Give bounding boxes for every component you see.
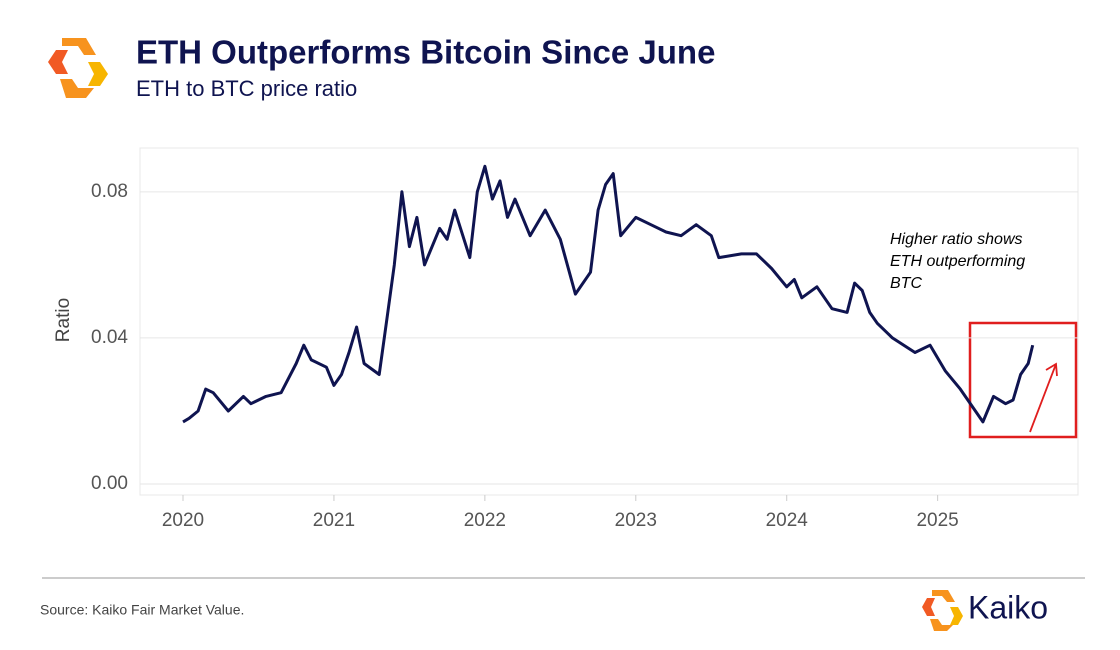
x-tick-label: 2021 — [313, 510, 355, 531]
y-tick-label: 0.04 — [91, 327, 128, 348]
brand-logo — [922, 590, 963, 631]
x-tick-label: 2024 — [766, 510, 809, 531]
y-tick-label: 0.00 — [91, 473, 128, 494]
x-tick-label: 2022 — [464, 510, 506, 531]
annotation: Higher ratio shows — [890, 231, 1023, 248]
y-axis-label: Ratio — [53, 298, 74, 342]
brand-name: Kaiko — [968, 589, 1048, 625]
x-tick-label: 2025 — [916, 510, 958, 531]
x-tick-label: 2020 — [162, 510, 204, 531]
arrow — [1029, 362, 1058, 433]
source: Source: Kaiko Fair Market Value. — [40, 602, 244, 618]
data-line — [182, 164, 1035, 424]
logo — [48, 38, 108, 98]
plot-frame — [139, 147, 1079, 496]
chart-title: ETH Outperforms Bitcoin Since June — [136, 34, 715, 71]
y-tick-label: 0.08 — [91, 181, 128, 202]
x-tick-label: 2023 — [615, 510, 657, 531]
chart-subtitle: ETH to BTC price ratio — [136, 76, 357, 101]
annotation: ETH outperforming — [890, 253, 1025, 270]
highlight-box — [968, 321, 1078, 439]
annotation: BTC — [890, 275, 922, 292]
